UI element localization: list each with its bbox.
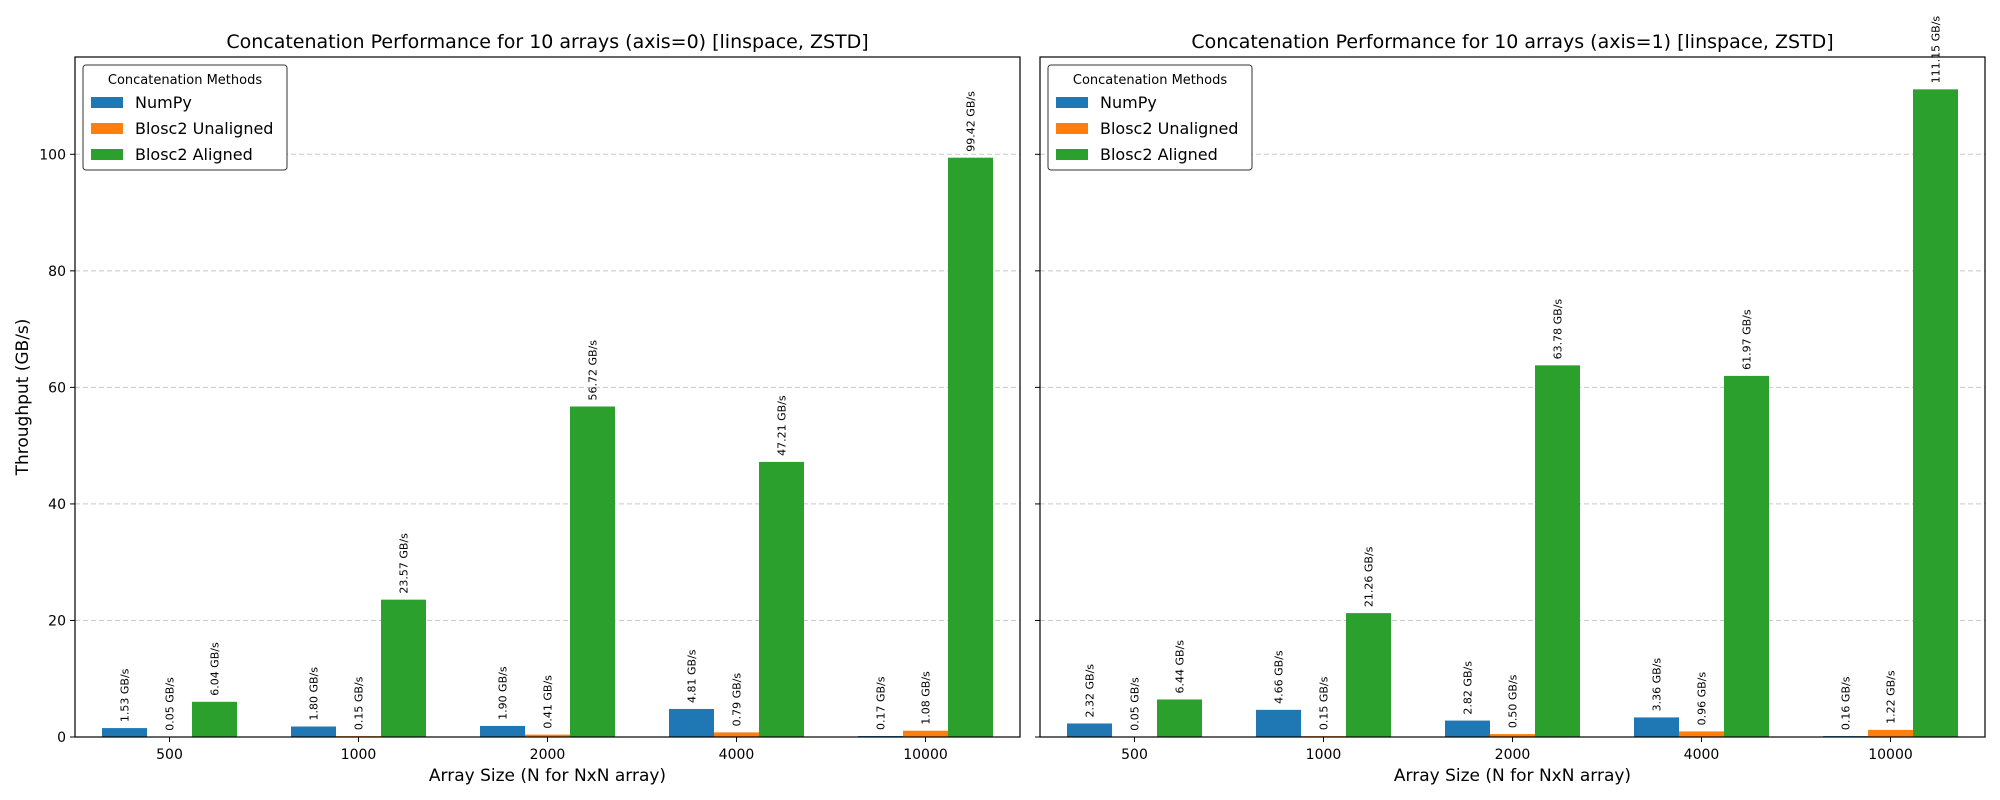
bar-value-label: 0.79 GB/s xyxy=(731,673,744,727)
y-tick-label: 60 xyxy=(48,380,66,396)
bar xyxy=(525,734,570,737)
legend-swatch xyxy=(91,123,123,134)
bar-value-label: 1.53 GB/s xyxy=(119,668,132,722)
x-tick-label: 2000 xyxy=(1495,747,1531,763)
bar-value-label: 0.16 GB/s xyxy=(1840,676,1853,730)
bar-value-label: 47.21 GB/s xyxy=(776,395,789,456)
bar xyxy=(570,406,615,737)
bar-value-label: 2.82 GB/s xyxy=(1462,661,1475,715)
bar xyxy=(1535,365,1580,737)
bar-value-label: 21.26 GB/s xyxy=(1363,546,1376,607)
x-tick-label: 10000 xyxy=(903,747,948,763)
bar xyxy=(1346,613,1391,737)
chart-panel-2: 2.32 GB/s 0.05 GB/s 6.44 GB/s 500 4.66 GB/s 0… xyxy=(1035,16,1986,786)
legend: Concatenation Methods NumPy Blosc2 Unalign… xyxy=(1047,64,1253,171)
bar-value-label: 0.15 GB/s xyxy=(1318,676,1331,730)
legend-label: NumPy xyxy=(135,93,192,112)
y-tick-label: 40 xyxy=(48,497,66,513)
bar xyxy=(1868,729,1913,737)
bar xyxy=(1256,709,1301,737)
bar xyxy=(1913,89,1958,737)
bar-value-label: 1.80 GB/s xyxy=(308,667,321,721)
legend-swatch xyxy=(91,97,123,108)
bar xyxy=(1445,720,1490,737)
legend-label: Blosc2 Unaligned xyxy=(1100,119,1238,138)
bar xyxy=(1067,723,1112,737)
legend-box xyxy=(1047,64,1253,171)
legend-label: Blosc2 Aligned xyxy=(135,145,253,164)
legend-label: Blosc2 Aligned xyxy=(1100,145,1218,164)
bar xyxy=(1634,717,1679,737)
bar xyxy=(381,599,426,737)
bar-value-label: 111.15 GB/s xyxy=(1930,16,1943,84)
legend-label: NumPy xyxy=(1100,93,1157,112)
bar-value-label: 0.50 GB/s xyxy=(1507,674,1520,728)
bar-value-label: 0.96 GB/s xyxy=(1696,672,1709,726)
x-tick-label: 2000 xyxy=(530,747,566,763)
legend-swatch xyxy=(1056,123,1088,134)
bar xyxy=(1490,734,1535,737)
bar xyxy=(291,726,336,737)
bar xyxy=(903,730,948,737)
bar-value-label: 56.72 GB/s xyxy=(587,340,600,401)
legend-title: Concatenation Methods xyxy=(108,73,262,88)
bar-value-label: 4.81 GB/s xyxy=(686,649,699,703)
x-tick-label: 500 xyxy=(156,747,183,763)
bar xyxy=(192,701,237,737)
plot-frame xyxy=(74,56,1021,738)
bar-value-label: 0.15 GB/s xyxy=(353,676,366,730)
y-tick-label: 0 xyxy=(57,730,66,746)
legend-swatch xyxy=(91,149,123,160)
bar-value-label: 6.44 GB/s xyxy=(1174,640,1187,694)
bar-value-label: 63.78 GB/s xyxy=(1552,299,1565,360)
bar-value-label: 99.42 GB/s xyxy=(965,91,978,152)
bar xyxy=(1679,731,1724,737)
bar xyxy=(669,708,714,737)
chart-title: Concatenation Performance for 10 arrays … xyxy=(1191,31,1833,53)
y-tick-label: 80 xyxy=(48,264,66,280)
bar-value-label: 4.66 GB/s xyxy=(1273,650,1286,704)
bar-value-label: 0.41 GB/s xyxy=(542,675,555,729)
y-axis-label: Throughput (GB/s) xyxy=(13,319,33,477)
x-tick-label: 1000 xyxy=(1306,747,1342,763)
bar-value-label: 0.05 GB/s xyxy=(1129,677,1142,731)
bar-value-label: 0.17 GB/s xyxy=(875,676,888,730)
x-tick-label: 4000 xyxy=(719,747,755,763)
bar xyxy=(948,157,993,737)
bar-value-label: 23.57 GB/s xyxy=(398,533,411,594)
x-tick-label: 4000 xyxy=(1684,747,1720,763)
bar-value-label: 1.08 GB/s xyxy=(920,671,933,725)
x-tick-label: 10000 xyxy=(1868,747,1913,763)
bar-value-label: 6.04 GB/s xyxy=(209,642,222,696)
bar-value-label: 61.97 GB/s xyxy=(1741,309,1754,370)
bar-value-label: 3.36 GB/s xyxy=(1651,658,1664,712)
chart-panel-1: 1.53 GB/s 0.05 GB/s 6.04 GB/s 500 1.80 GB/s 0… xyxy=(39,31,1021,786)
bar-value-label: 0.05 GB/s xyxy=(164,677,177,731)
plot-frame xyxy=(1039,56,1986,738)
bar-value-label: 1.90 GB/s xyxy=(497,666,510,720)
legend-swatch xyxy=(1056,97,1088,108)
legend-box xyxy=(82,64,288,171)
bar xyxy=(102,728,147,737)
bar xyxy=(714,732,759,737)
x-tick-label: 1000 xyxy=(341,747,377,763)
legend-title: Concatenation Methods xyxy=(1073,73,1227,88)
x-tick-label: 500 xyxy=(1121,747,1148,763)
bar xyxy=(480,725,525,737)
bar xyxy=(1157,699,1202,737)
bar-value-label: 2.32 GB/s xyxy=(1084,664,1097,718)
x-axis-label: Array Size (N for NxN array) xyxy=(1394,766,1631,786)
bar-value-label: 1.22 GB/s xyxy=(1885,670,1898,724)
x-axis-label: Array Size (N for NxN array) xyxy=(429,766,666,786)
y-tick-label: 100 xyxy=(39,147,66,163)
bar xyxy=(1724,375,1769,737)
bar xyxy=(759,461,804,737)
y-tick-label: 20 xyxy=(48,613,66,629)
legend-label: Blosc2 Unaligned xyxy=(135,119,273,138)
legend-swatch xyxy=(1056,149,1088,160)
chart-title: Concatenation Performance for 10 arrays … xyxy=(226,31,868,53)
legend: Concatenation Methods NumPy Blosc2 Unalign… xyxy=(82,64,288,171)
